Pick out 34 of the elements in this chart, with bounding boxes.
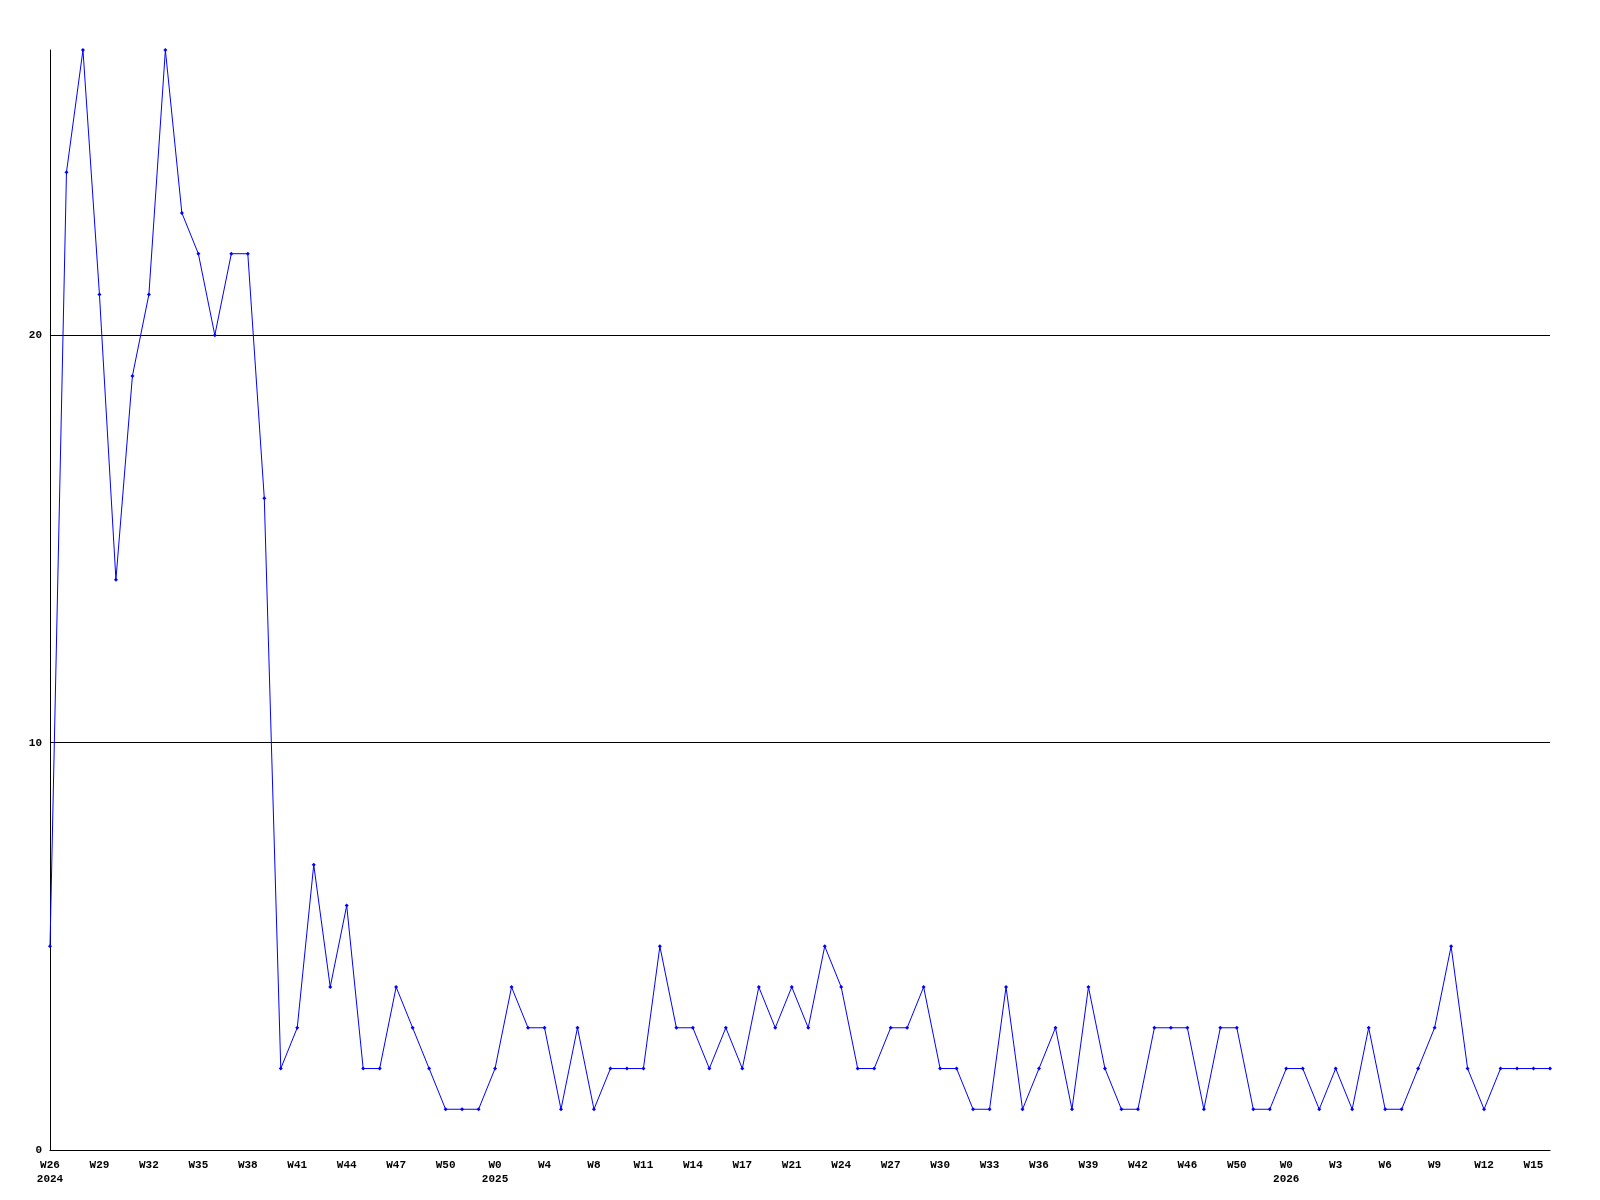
- x-tick-label: W12: [1474, 1159, 1494, 1171]
- x-tick-label: W36: [1029, 1159, 1049, 1171]
- x-tick-label: W38: [237, 1159, 259, 1171]
- x-tick-label: W9: [1428, 1159, 1442, 1171]
- x-tick-label: W0 2025: [481, 1159, 509, 1185]
- x-tick-label: W41: [287, 1159, 308, 1171]
- x-tick-label: W24: [831, 1159, 852, 1171]
- x-tick-label: W50: [435, 1159, 456, 1171]
- x-tick-label: W14: [682, 1159, 704, 1171]
- x-tick-label: W29: [89, 1159, 110, 1171]
- x-tick-label: W21: [781, 1159, 803, 1171]
- x-tick-label: W35: [188, 1159, 209, 1171]
- x-tick-label: W33: [979, 1159, 1000, 1171]
- x-tick-label: W30: [930, 1159, 951, 1171]
- x-tick-label: W3: [1329, 1159, 1343, 1171]
- x-tick-label: W27: [880, 1159, 901, 1171]
- x-tick-label: W15: [1523, 1159, 1544, 1171]
- x-tick-label: W32: [138, 1159, 159, 1171]
- x-tick-label: W50: [1226, 1159, 1247, 1171]
- x-tick-label: W8: [587, 1159, 601, 1171]
- x-tick-label: W39: [1078, 1159, 1099, 1171]
- y-tick-label: 0: [35, 1144, 42, 1156]
- x-tick-label: W44: [336, 1159, 357, 1171]
- x-tick-label: W0 2026: [1273, 1159, 1300, 1185]
- x-tick-label: W6: [1378, 1159, 1392, 1171]
- x-tick-label: W42: [1128, 1159, 1148, 1171]
- x-tick-label: W26 2024: [36, 1159, 64, 1185]
- x-tick-label: W47: [386, 1159, 407, 1171]
- x-tick-label: W17: [732, 1159, 753, 1171]
- y-tick-label: 10: [28, 736, 42, 749]
- x-tick-label: W46: [1177, 1159, 1198, 1171]
- x-tick-label: W4: [537, 1159, 552, 1171]
- x-tick-label: W11: [633, 1159, 654, 1171]
- y-tick-label: 20: [28, 329, 42, 342]
